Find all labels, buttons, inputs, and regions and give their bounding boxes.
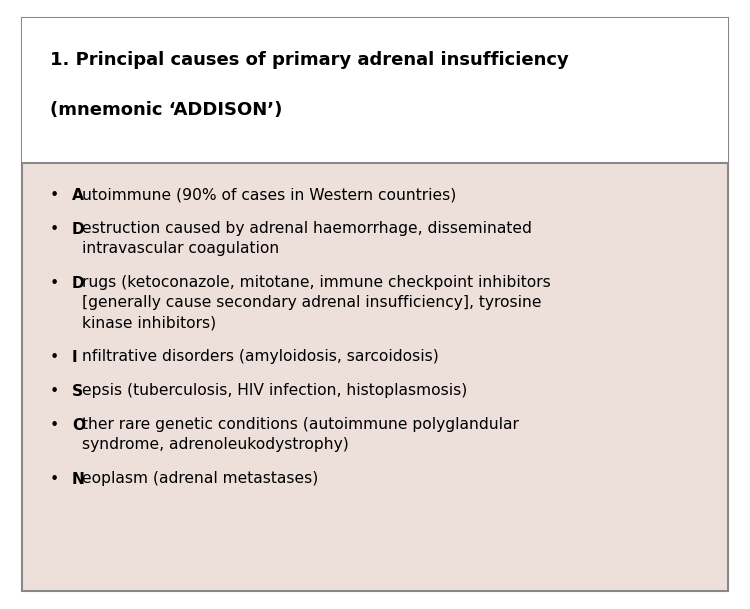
Text: O: O bbox=[72, 418, 85, 432]
Text: •: • bbox=[50, 384, 59, 398]
Text: kinase inhibitors): kinase inhibitors) bbox=[82, 315, 216, 331]
Text: 1. Principal causes of primary adrenal insufficiency: 1. Principal causes of primary adrenal i… bbox=[50, 51, 568, 69]
Text: •: • bbox=[50, 350, 59, 365]
Text: •: • bbox=[50, 275, 59, 290]
Text: (mnemonic ‘ADDISON’): (mnemonic ‘ADDISON’) bbox=[50, 101, 282, 119]
Text: utoimmune (90% of cases in Western countries): utoimmune (90% of cases in Western count… bbox=[82, 188, 456, 203]
Text: D: D bbox=[72, 275, 85, 290]
Text: A: A bbox=[72, 188, 84, 203]
Text: •: • bbox=[50, 188, 59, 203]
Text: •: • bbox=[50, 471, 59, 487]
Text: estruction caused by adrenal haemorrhage, disseminated: estruction caused by adrenal haemorrhage… bbox=[82, 222, 532, 236]
Text: nfiltrative disorders (amyloidosis, sarcoidosis): nfiltrative disorders (amyloidosis, sarc… bbox=[82, 350, 439, 365]
Text: [generally cause secondary adrenal insufficiency], tyrosine: [generally cause secondary adrenal insuf… bbox=[82, 295, 542, 311]
Text: rugs (ketoconazole, mitotane, immune checkpoint inhibitors: rugs (ketoconazole, mitotane, immune che… bbox=[82, 275, 550, 290]
Text: •: • bbox=[50, 222, 59, 236]
Text: N: N bbox=[72, 471, 85, 487]
Text: ther rare genetic conditions (autoimmune polyglandular: ther rare genetic conditions (autoimmune… bbox=[82, 418, 519, 432]
Text: epsis (tuberculosis, HIV infection, histoplasmosis): epsis (tuberculosis, HIV infection, hist… bbox=[82, 384, 467, 398]
Text: eoplasm (adrenal metastases): eoplasm (adrenal metastases) bbox=[82, 471, 318, 487]
Text: I: I bbox=[72, 350, 78, 365]
Text: intravascular coagulation: intravascular coagulation bbox=[82, 242, 279, 256]
Text: D: D bbox=[72, 222, 85, 236]
Text: •: • bbox=[50, 418, 59, 432]
Text: syndrome, adrenoleukodystrophy): syndrome, adrenoleukodystrophy) bbox=[82, 437, 349, 452]
Text: S: S bbox=[72, 384, 83, 398]
Bar bbox=[22, 18, 728, 163]
